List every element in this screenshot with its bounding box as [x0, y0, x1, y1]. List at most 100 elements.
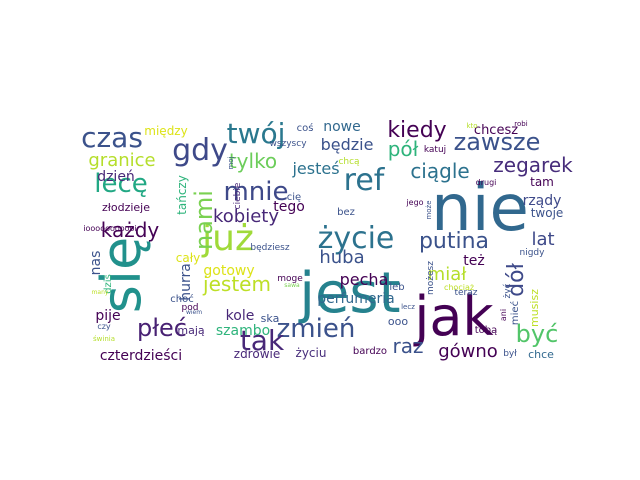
cloud-word: żyć — [502, 283, 513, 298]
cloud-word: tak — [240, 324, 285, 357]
cloud-word: iooooooooooi — [83, 224, 136, 233]
cloud-word: chociaż — [444, 283, 474, 292]
cloud-word: gówno — [438, 341, 498, 362]
cloud-word: raz — [393, 334, 424, 358]
cloud-word: bardzo — [353, 346, 387, 357]
cloud-word: miał — [428, 264, 468, 285]
cloud-word: huba — [319, 247, 364, 268]
cloud-word: bez — [337, 207, 355, 218]
cloud-word: pół — [388, 137, 419, 161]
cloud-word: tańczy — [175, 175, 189, 215]
cloud-word: zmień — [277, 314, 356, 344]
cloud-word: życiu — [296, 346, 327, 360]
cloud-word: jest — [297, 261, 400, 326]
cloud-word: teraz — [454, 288, 477, 298]
cloud-word: możesz — [426, 261, 436, 295]
cloud-word: czas — [81, 121, 143, 154]
cloud-word: gotowy — [203, 263, 254, 279]
cloud-word: kiedy — [387, 118, 446, 143]
cloud-word: jego — [405, 198, 423, 207]
cloud-word: tylko — [229, 149, 277, 173]
cloud-word: chcą — [338, 157, 360, 167]
cloud-word: ciebie — [233, 182, 243, 209]
cloud-word: między — [144, 124, 187, 138]
cloud-word: putina — [419, 229, 489, 254]
cloud-word: jesteś — [291, 159, 339, 178]
cloud-word: cały — [176, 251, 200, 265]
cloud-word: dziś — [102, 274, 114, 294]
cloud-word: płeć — [137, 314, 187, 342]
cloud-word: katuj — [424, 145, 446, 155]
cloud-word: ska — [261, 312, 280, 325]
cloud-word: nas — [88, 251, 104, 276]
cloud-word: drugi — [476, 178, 497, 187]
cloud-word: tego — [273, 199, 305, 215]
cloud-word: czy — [97, 322, 111, 331]
cloud-word: świnia — [93, 335, 115, 343]
cloud-word: życie — [318, 221, 395, 256]
cloud-word: też — [463, 253, 484, 269]
cloud-word: jak — [413, 285, 494, 348]
cloud-word: kobiety — [213, 206, 279, 227]
cloud-word: nowe — [323, 119, 361, 135]
cloud-word: nie — [431, 172, 529, 246]
cloud-word: kto — [466, 122, 477, 130]
cloud-word: dzień — [97, 169, 135, 185]
cloud-word: może — [425, 200, 433, 219]
cloud-word: ooo — [388, 315, 408, 328]
cloud-word: chcesz — [474, 123, 518, 138]
cloud-word: moge — [277, 274, 303, 284]
cloud-word: rządy — [523, 193, 562, 209]
cloud-word: mają — [177, 324, 205, 337]
cloud-word: nigdy — [520, 248, 546, 258]
cloud-word: leb — [389, 282, 404, 293]
cloud-word: pecha — [340, 270, 389, 289]
cloud-word: perfumeria — [317, 291, 395, 307]
cloud-word: pod — [182, 303, 199, 313]
cloud-word: ani — [499, 309, 508, 321]
cloud-word: sawa — [284, 282, 300, 289]
cloud-word: szambo — [216, 323, 270, 339]
cloud-word: granice — [88, 150, 155, 171]
cloud-word: będzie — [321, 135, 374, 154]
cloud-word: gdy — [172, 133, 228, 168]
cloud-word: chce — [528, 348, 554, 361]
cloud-word: już — [201, 218, 254, 259]
cloud-word: ciągle — [410, 159, 469, 183]
cloud-word: twój — [227, 117, 286, 150]
cloud-word: pije — [95, 308, 120, 324]
cloud-word: zegarek — [493, 153, 573, 177]
cloud-word: kole — [226, 308, 255, 324]
cloud-word: czterdzieści — [100, 348, 182, 364]
cloud-word: many — [92, 289, 109, 296]
cloud-word: mieć — [509, 301, 521, 325]
cloud-word: jestem — [202, 272, 271, 296]
cloud-word: ref — [344, 163, 386, 198]
cloud-word: moj — [227, 156, 235, 169]
cloud-word: twoje — [531, 206, 564, 220]
cloud-word: złodzieje — [102, 201, 150, 214]
cloud-word: tam — [530, 175, 554, 189]
cloud-word: musisz — [528, 289, 541, 327]
cloud-word: robi — [514, 120, 527, 128]
cloud-word: zawsze — [454, 128, 541, 156]
cloud-word: był — [503, 349, 517, 359]
cloud-word: się — [90, 237, 153, 313]
cloud-word: lecz — [401, 303, 415, 311]
cloud-word: wiem — [186, 309, 202, 316]
cloud-word: być — [516, 320, 559, 348]
cloud-word: wszyscy — [269, 139, 307, 149]
cloud-word: lecę — [94, 169, 148, 199]
cloud-word: cię — [287, 192, 301, 203]
cloud-word: dół — [504, 262, 529, 296]
cloud-word: choć — [170, 293, 193, 305]
cloud-word: będziesz — [250, 243, 289, 253]
cloud-word: hurra — [178, 263, 194, 301]
cloud-word: tobą — [475, 325, 498, 336]
cloud-word: zdrowie — [234, 347, 280, 361]
cloud-word: coś — [297, 122, 314, 134]
cloud-word: każdy — [101, 218, 160, 242]
cloud-word: mnie — [223, 177, 288, 207]
cloud-word: lat — [531, 229, 554, 250]
